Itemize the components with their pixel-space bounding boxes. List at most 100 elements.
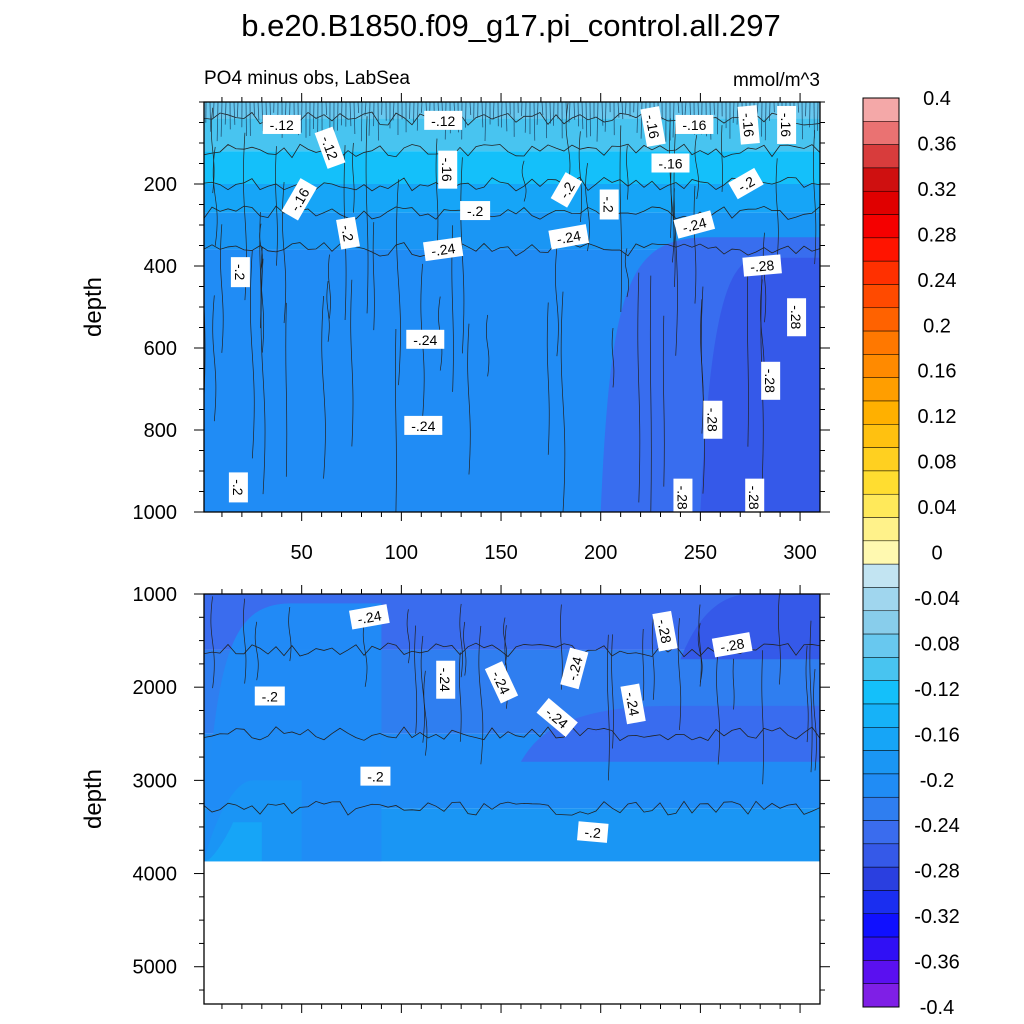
contour-line xyxy=(377,102,379,141)
colorbar-swatch xyxy=(862,354,900,378)
contour-line xyxy=(282,182,287,324)
upper-panel: -.12-.12-.12-.16-.16 -.16 -.16 -.16-.16-.16… xyxy=(80,93,830,564)
contour-line xyxy=(761,650,764,785)
contour-label: -.24 xyxy=(436,660,456,699)
contour-line xyxy=(640,102,643,139)
contour-line xyxy=(642,629,645,701)
contour-line xyxy=(467,323,471,475)
upper-axes: 50 100 150 200 250 300 200 400 600 800 1000 xyxy=(133,93,830,564)
contour-line xyxy=(481,102,484,128)
contour-label: -.2 xyxy=(336,216,360,250)
colorbar-tick-label: -0.36 xyxy=(914,952,960,974)
svg-text:-.12: -.12 xyxy=(431,113,455,129)
svg-text:-.24: -.24 xyxy=(411,418,435,434)
svg-text:-.2: -.2 xyxy=(556,179,578,201)
colorbar-swatch xyxy=(862,284,900,309)
colorbar-swatch xyxy=(862,680,900,705)
contour-line xyxy=(764,102,767,141)
contour-line xyxy=(619,125,622,313)
contour-line xyxy=(392,102,395,121)
contour-line xyxy=(746,265,749,447)
svg-text:-.28: -.28 xyxy=(788,305,804,329)
colorbar-tick-label: 0.04 xyxy=(918,497,957,519)
contour-line xyxy=(717,102,719,135)
svg-text:-.2: -.2 xyxy=(338,224,357,243)
colorbar-swatch xyxy=(862,657,900,681)
contour-label: -.28 xyxy=(761,361,781,400)
contour-label: -.28 xyxy=(711,632,753,658)
contour-line xyxy=(216,102,219,142)
contour-label: -.2 xyxy=(228,472,248,503)
contour-line xyxy=(245,102,247,137)
y-tick-label: 1000 xyxy=(133,584,178,606)
contour-label: -.12 xyxy=(262,114,301,134)
colorbar-swatch xyxy=(862,633,900,658)
contour-line xyxy=(352,142,355,213)
contour-line xyxy=(469,102,472,116)
svg-text:-.2: -.2 xyxy=(735,173,757,195)
contour-line xyxy=(414,625,418,734)
colorbar-swatch xyxy=(862,936,900,961)
contour-line xyxy=(357,102,360,114)
colorbar-swatch xyxy=(862,773,900,798)
contour-line xyxy=(541,102,544,116)
contour-line xyxy=(204,726,820,742)
colorbar-swatch xyxy=(862,190,900,215)
contour-line xyxy=(762,232,767,323)
contour-label: -.28 xyxy=(673,478,693,517)
colorbar-tick-label: -0.4 xyxy=(920,997,954,1019)
lower-panel: -.24-.24 -.24 -.24-.24-.24-.28-.28-.2-.2-.… xyxy=(80,584,830,1013)
lower-contour-lines xyxy=(204,594,820,816)
colorbar-swatch xyxy=(862,983,900,1008)
contour-line xyxy=(553,102,555,126)
contour-line xyxy=(533,102,536,141)
contour-region xyxy=(520,705,820,762)
colorbar-tick-label: 0.32 xyxy=(918,179,957,201)
contour-line xyxy=(220,224,224,353)
contour-line xyxy=(204,242,820,257)
contour-line xyxy=(732,102,735,123)
x-tick-label: 300 xyxy=(783,542,816,564)
contour-line xyxy=(350,279,354,447)
contour-line xyxy=(721,125,723,192)
colorbar-swatch xyxy=(862,540,900,565)
colorbar-swatch xyxy=(862,493,900,518)
colorbar-tick-label: -0.28 xyxy=(914,861,960,883)
contour-line xyxy=(716,649,720,765)
svg-text:-.24: -.24 xyxy=(437,668,453,692)
colorbar-swatch xyxy=(862,307,900,332)
contour-line xyxy=(212,295,217,422)
colorbar-tick-label: -0.08 xyxy=(914,633,960,655)
contour-label: -.16 xyxy=(675,114,714,134)
contour-line xyxy=(694,134,699,199)
contour-line xyxy=(212,102,215,119)
contour-line xyxy=(801,102,803,140)
contour-line xyxy=(242,598,247,684)
contour-label: -.28 xyxy=(652,610,678,652)
contour-line xyxy=(697,623,703,683)
contour-line xyxy=(651,618,655,700)
x-tick-label: 150 xyxy=(484,542,517,564)
contour-line xyxy=(210,107,215,194)
contour-line xyxy=(325,102,327,115)
contour-line xyxy=(465,102,467,128)
svg-text:-.28: -.28 xyxy=(704,408,720,432)
contour-line xyxy=(560,291,566,512)
colorbar-tick-label: -0.24 xyxy=(914,815,960,837)
contour-line xyxy=(394,328,397,512)
contour-line xyxy=(459,652,462,742)
contour-line xyxy=(611,328,615,388)
colorbar-swatch xyxy=(862,214,900,239)
svg-text:-.28: -.28 xyxy=(749,257,775,275)
chart-title: b.e20.B1850.f09_g17.pi_control.all.297 xyxy=(241,8,781,43)
contour-label: -.16 xyxy=(438,150,458,189)
contour-line xyxy=(364,102,367,116)
chart-units: mmol/m^3 xyxy=(733,70,820,91)
contour-line xyxy=(285,302,288,477)
svg-text:-.28: -.28 xyxy=(762,369,778,393)
svg-text:-.2: -.2 xyxy=(584,824,602,841)
contour-line xyxy=(260,258,266,495)
contour-line xyxy=(775,158,779,259)
contour-line xyxy=(736,102,739,125)
contour-line xyxy=(326,281,330,342)
